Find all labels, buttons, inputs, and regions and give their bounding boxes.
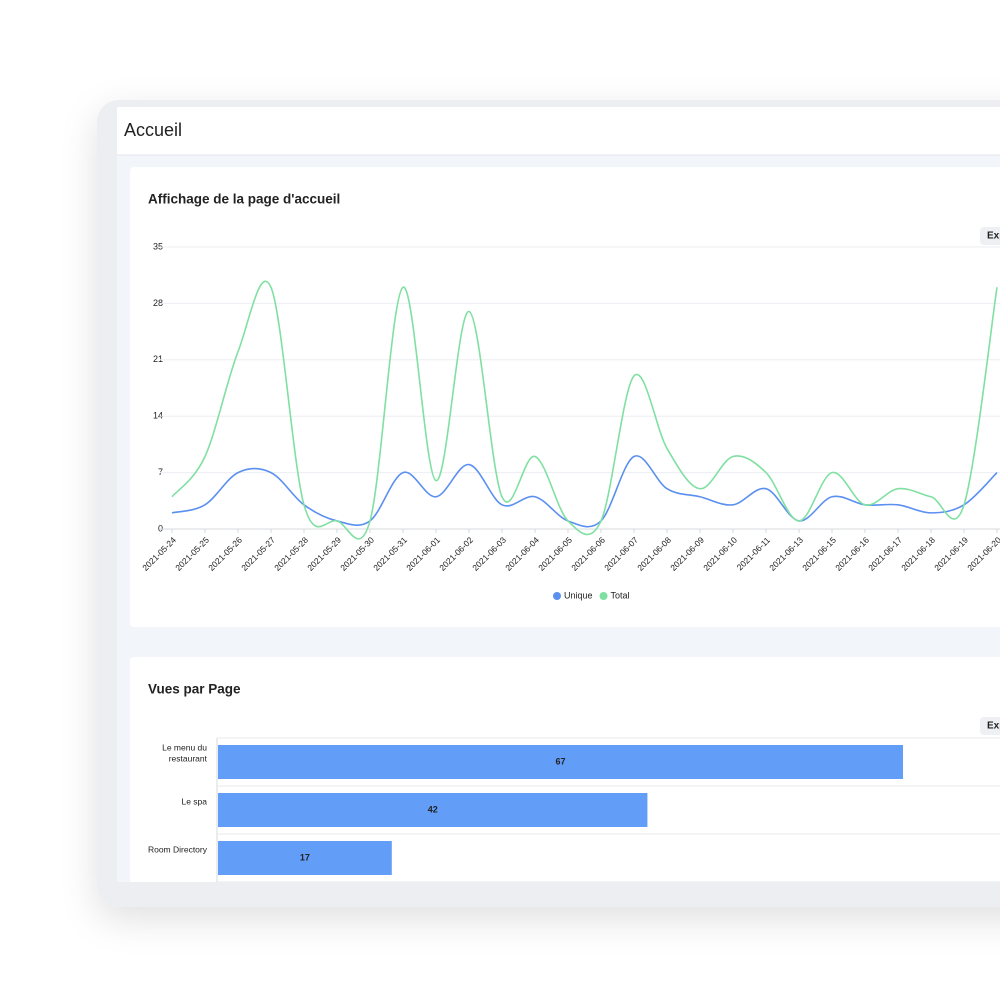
legend-swatch <box>599 592 608 600</box>
y-tick-label: 35 <box>153 241 163 251</box>
y-tick-label: 28 <box>153 298 163 308</box>
export-button[interactable] <box>980 227 1000 245</box>
legend-label: Unique <box>564 590 593 600</box>
card <box>130 167 1000 627</box>
bar-value-label: 17 <box>300 852 310 862</box>
bar <box>218 745 904 779</box>
category-label: Le menu du restaurant <box>162 743 208 764</box>
category-label-line: restaurant <box>166 754 207 764</box>
screen: Accueil Affichage de la page d'accueil V… <box>117 107 1000 882</box>
category-label-line: Le menu du <box>162 743 207 753</box>
bar-value-label: 42 <box>428 804 438 814</box>
page-title: Accueil <box>124 120 182 140</box>
bar <box>218 793 648 827</box>
category-label: Le spa <box>181 796 207 806</box>
card-title: Vues par Page <box>148 682 241 697</box>
series-line <box>171 455 998 528</box>
legend-swatch <box>553 592 561 600</box>
y-tick-label: 0 <box>158 523 163 533</box>
bar <box>218 841 392 875</box>
y-tick-label: 21 <box>153 354 163 364</box>
export-button-label[interactable]: Exp <box>987 231 1000 242</box>
y-tick-label: 14 <box>153 411 163 421</box>
category-label: Room Directory <box>148 844 208 854</box>
series-line <box>171 280 998 540</box>
export-button[interactable] <box>980 717 1000 735</box>
legend-label: Total <box>611 590 630 600</box>
export-button-label[interactable]: Exp <box>987 721 1000 732</box>
bar-value-label: 67 <box>555 756 565 766</box>
card-title: Affichage de la page d'accueil <box>148 192 340 207</box>
header-bar <box>117 107 1000 155</box>
y-tick-label: 7 <box>158 467 163 477</box>
